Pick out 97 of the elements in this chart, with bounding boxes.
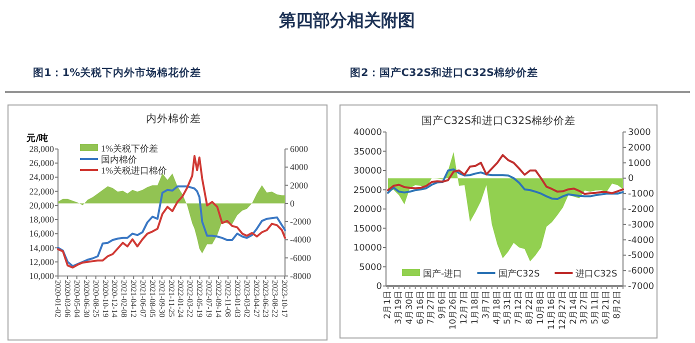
text: 第四部分相关附图 — [278, 11, 415, 31]
x-tick-label: 2022-07-19 — [204, 280, 214, 318]
x-tick-label: 5月31日 — [503, 290, 514, 324]
y-tick-label: 12,000 — [29, 256, 54, 267]
legend-label: 1%关税下价差 — [101, 144, 158, 154]
y-tick-label: 10,000 — [29, 271, 54, 281]
y2-tick-label: -8000 — [290, 271, 312, 281]
x-tick-label: 2022-11-08 — [224, 280, 233, 318]
x-tick-label: 7月27日 — [426, 290, 437, 324]
x-tick-label: 12月7日 — [460, 290, 470, 324]
y-tick-label: 14,000 — [29, 242, 54, 253]
y2-tick-label: 1000 — [628, 158, 652, 169]
x-tick-label: 9月6日 — [438, 290, 448, 319]
y-tick-label: 20,000 — [29, 200, 54, 210]
legend-label: 国产-进口 — [423, 268, 462, 280]
x-tick-label: 2023-04-27 — [252, 280, 261, 318]
y-tick-label: 5000 — [359, 262, 382, 273]
x-tick-label: 3月7日 — [481, 290, 492, 319]
y-tick-label: 28,000 — [29, 144, 54, 154]
x-tick-label: 2月1日 — [383, 290, 393, 319]
x-tick-label: 3月19日 — [394, 290, 404, 324]
y-tick-label: 20000 — [353, 205, 382, 215]
x-tick-label: 4月30日 — [404, 290, 415, 324]
legend-label: 1%关税进口棉价 — [101, 166, 167, 176]
x-tick-label: 2020-12-14 — [110, 280, 120, 318]
x-tick-label: 7月12日 — [514, 290, 524, 324]
y-tick-label: 30000 — [353, 166, 382, 176]
y2-tick-label: -1000 — [628, 190, 654, 200]
y-tick-label: 22,000 — [29, 186, 54, 196]
x-tick-label: 2022-03-22 — [186, 280, 195, 318]
y2-tick-label: 3000 — [628, 128, 652, 138]
x-tick-label: 11月16日 — [546, 290, 557, 330]
x-tick-label: 2021-06-07 — [138, 280, 148, 318]
x-tick-label: 6月21日 — [602, 290, 612, 324]
x-tick-label: 2月14日 — [568, 290, 579, 324]
x-tick-label: 2021-08-05 — [148, 280, 157, 318]
x-tick-label: 1月18日 — [470, 290, 480, 324]
x-tick-label: 4月18日 — [492, 290, 502, 324]
y-tick-label: 18,000 — [29, 214, 54, 225]
x-tick-label: 2023-06-23 — [261, 280, 270, 318]
x-tick-label: 8月2日 — [612, 290, 623, 319]
y-axis-title: 元/吨 — [26, 133, 48, 144]
x-tick-label: 12月27日 — [558, 290, 568, 330]
chart-title: 内外棉价差 — [146, 112, 201, 125]
x-tick-label: 2021-09-30 — [157, 280, 166, 318]
y2-tick-label: -2000 — [628, 205, 654, 215]
y-tick-label: 24,000 — [29, 172, 54, 182]
y-tick-label: 26,000 — [29, 158, 54, 168]
x-tick-label: 2023-08-22 — [270, 280, 280, 318]
y2-tick-label: 0 — [290, 198, 295, 208]
y2-tick-label: 2000 — [290, 180, 308, 190]
x-tick-label: 2020-08-25 — [91, 280, 100, 318]
y2-tick-label: -6000 — [290, 252, 312, 263]
x-tick-label: 3月27日 — [580, 290, 590, 324]
y2-tick-label: 2000 — [628, 143, 652, 154]
x-tick-label: 5月11日 — [590, 290, 601, 324]
x-tick-label: 2022-01-24 — [176, 280, 186, 318]
y2-tick-label: -2000 — [290, 216, 312, 227]
x-tick-label: 2022-09-14 — [214, 280, 224, 318]
x-tick-label: 2020-03-06 — [62, 280, 72, 318]
y-tick-label: 0 — [376, 282, 382, 292]
x-tick-label: 2021-02-08 — [120, 280, 129, 318]
y2-tick-label: -4000 — [628, 236, 654, 246]
y2-tick-label: 6000 — [290, 144, 308, 154]
x-tick-label: 2020-01-02 — [54, 280, 62, 318]
y-tick-label: 40000 — [353, 128, 382, 138]
legend-label: 国产C32S — [498, 268, 540, 280]
x-tick-label: 2023-01-03 — [232, 280, 242, 318]
x-tick-label: 10月26日 — [448, 290, 459, 330]
legend-label: 进口C32S — [576, 268, 618, 280]
y-tick-label: 25000 — [353, 186, 382, 196]
y2-tick-label: 4000 — [290, 162, 308, 172]
x-tick-label: 2020-06-30 — [82, 280, 91, 318]
caption: 图1：1%关税下内外市场棉花价差 — [33, 66, 202, 79]
y2-tick-label: -3000 — [628, 220, 654, 230]
y2-tick-label: -4000 — [290, 234, 312, 245]
y2-tick-label: -6000 — [628, 266, 654, 277]
y-tick-label: 10000 — [353, 244, 382, 254]
y2-tick-label: -7000 — [628, 282, 654, 292]
x-tick-label: 2021-04-12 — [129, 280, 138, 318]
x-tick-label: 2021-11-25 — [166, 280, 176, 318]
y2-tick-label: 0 — [628, 174, 634, 184]
x-tick-label: 6月16日 — [416, 290, 426, 324]
x-tick-label: 2023-10-17 — [280, 280, 290, 318]
x-tick-label: 2020-10-19 — [100, 280, 110, 318]
x-tick-label: 10月8日 — [536, 290, 546, 324]
caption: 图2：国产C32S和进口C32S棉纱价差 — [350, 66, 538, 79]
x-tick-label: 2022-05-19 — [195, 280, 204, 318]
y-tick-label: 15000 — [353, 224, 382, 234]
y-tick-label: 16,000 — [29, 228, 54, 239]
x-tick-label: 2023-03-02 — [242, 280, 252, 318]
x-tick-label: 8月22日 — [525, 290, 536, 324]
chart-title: 国产C32S和进口C32S棉纱价差 — [422, 114, 576, 127]
legend-label: 国内棉价 — [101, 154, 137, 164]
y2-tick-label: -5000 — [628, 251, 654, 262]
x-tick-label: 2020-05-04 — [72, 280, 82, 318]
y-tick-label: 35000 — [353, 147, 382, 158]
